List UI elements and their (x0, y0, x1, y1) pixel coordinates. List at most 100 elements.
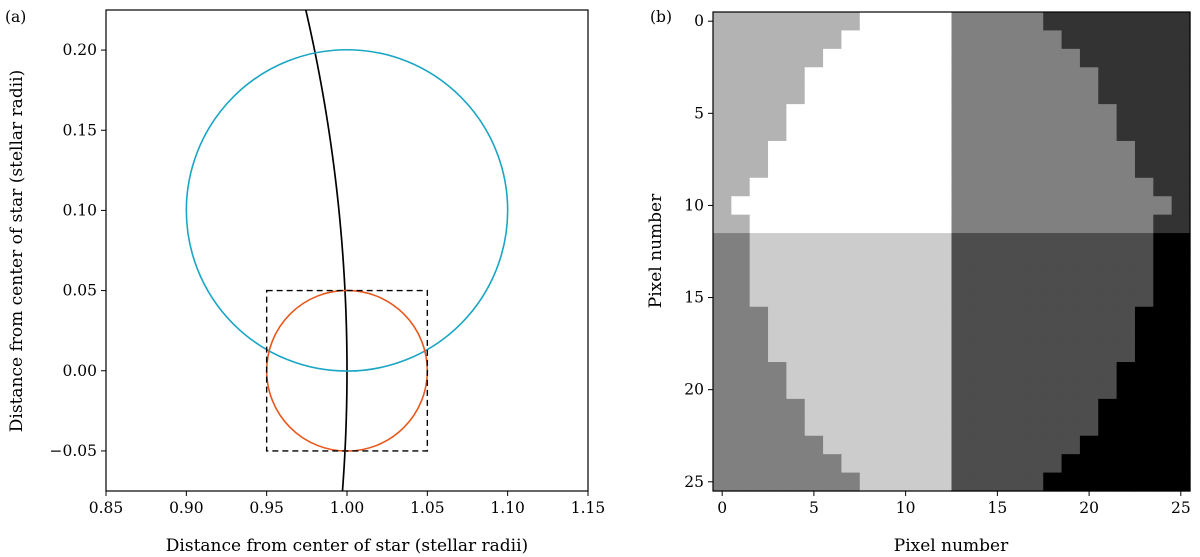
heatmap-cell (933, 472, 953, 492)
heatmap-cell (1153, 269, 1173, 289)
heatmap-cell (1061, 214, 1081, 234)
y-tick-label: 0.15 (62, 121, 97, 139)
heatmap-cell (713, 269, 732, 289)
heatmap-cell (841, 288, 861, 308)
x-tick-label: 1.00 (330, 499, 365, 517)
heatmap-cell (1171, 214, 1191, 234)
heatmap-cell (1043, 122, 1063, 142)
heatmap-cell (823, 12, 843, 32)
heatmap-cell (1043, 362, 1063, 382)
heatmap-cell (1116, 343, 1136, 363)
heatmap-cell (804, 104, 824, 124)
heatmap-cell (731, 67, 751, 87)
heatmap-cell (1024, 362, 1044, 382)
heatmap-cell (1134, 177, 1154, 197)
heatmap-cell (768, 140, 787, 160)
heatmap-cell (1098, 306, 1118, 326)
heatmap-cell (841, 306, 861, 326)
heatmap-cell (988, 196, 1008, 216)
heatmap-cell (749, 48, 769, 68)
heatmap-cell (1024, 472, 1044, 492)
heatmap-cell (1116, 159, 1136, 179)
heatmap-cell (1116, 30, 1136, 50)
heatmap-cell (896, 48, 916, 68)
heatmap-cell (969, 435, 989, 455)
heatmap-cell (878, 233, 898, 253)
heatmap-cell (804, 140, 824, 160)
panel-b-y-label: Pixel number (646, 193, 666, 308)
heatmap-cell (859, 306, 879, 326)
heatmap-cell (969, 48, 989, 68)
heatmap-cell (768, 398, 787, 418)
heatmap-cell (933, 251, 953, 271)
heatmap-cell (1134, 380, 1154, 400)
heatmap-cell (1006, 417, 1026, 437)
heatmap-cell (1098, 67, 1118, 87)
heatmap-cell (1116, 454, 1136, 474)
heatmap-cell (878, 196, 898, 216)
heatmap-cell (859, 472, 879, 492)
heatmap-cell (786, 214, 806, 234)
heatmap-cell (804, 362, 824, 382)
heatmap-cell (969, 196, 989, 216)
heatmap-cell (933, 122, 953, 142)
heatmap-cell (933, 233, 953, 253)
heatmap-cell (1006, 30, 1026, 50)
heatmap-cell (731, 398, 751, 418)
heatmap-cell (731, 251, 751, 271)
heatmap-cell (859, 177, 879, 197)
heatmap-cell (914, 196, 934, 216)
y-tick-label: 25 (684, 473, 704, 491)
heatmap-cell (896, 472, 916, 492)
heatmap-cell (969, 398, 989, 418)
heatmap-cell (896, 233, 916, 253)
heatmap-cell (951, 454, 971, 474)
heatmap-cell (713, 12, 732, 32)
heatmap-cell (1061, 454, 1081, 474)
heatmap-cell (969, 12, 989, 32)
heatmap-cell (804, 288, 824, 308)
y-tick-label: 0.05 (62, 282, 97, 300)
heatmap-cell (749, 140, 769, 160)
heatmap-cell (933, 454, 953, 474)
heatmap-cell (1098, 362, 1118, 382)
heatmap-cell (786, 269, 806, 289)
heatmap-cell (988, 67, 1008, 87)
heatmap-cell (1116, 85, 1136, 105)
heatmap-cell (768, 30, 787, 50)
y-tick-label: 15 (684, 289, 704, 307)
heatmap-cell (823, 140, 843, 160)
heatmap-cell (713, 30, 732, 50)
heatmap-cell (1024, 288, 1044, 308)
heatmap-cell (878, 48, 898, 68)
heatmap-cell (1024, 122, 1044, 142)
heatmap-cell (1043, 454, 1063, 474)
heatmap-cell (1079, 472, 1099, 492)
heatmap-cell (768, 306, 787, 326)
heatmap-cell (914, 435, 934, 455)
heatmap-cell (841, 159, 861, 179)
heatmap-cell (1024, 251, 1044, 271)
heatmap-cell (1079, 67, 1099, 87)
heatmap-cell (841, 325, 861, 345)
heatmap-cell (1061, 67, 1081, 87)
heatmap-cell (1116, 472, 1136, 492)
heatmap-cell (731, 454, 751, 474)
heatmap-cell (786, 472, 806, 492)
heatmap-cell (731, 306, 751, 326)
heatmap-cell (859, 104, 879, 124)
heatmap-cell (1153, 12, 1173, 32)
heatmap-cell (1116, 380, 1136, 400)
heatmap-cell (988, 233, 1008, 253)
heatmap-cell (914, 454, 934, 474)
heatmap-cell (749, 343, 769, 363)
heatmap-cell (804, 48, 824, 68)
heatmap-cell (749, 325, 769, 345)
heatmap-cell (988, 454, 1008, 474)
heatmap-cell (804, 472, 824, 492)
heatmap-cell (786, 67, 806, 87)
heatmap-cell (969, 325, 989, 345)
heatmap-cell (731, 380, 751, 400)
heatmap-cell (749, 362, 769, 382)
heatmap-cell (914, 362, 934, 382)
